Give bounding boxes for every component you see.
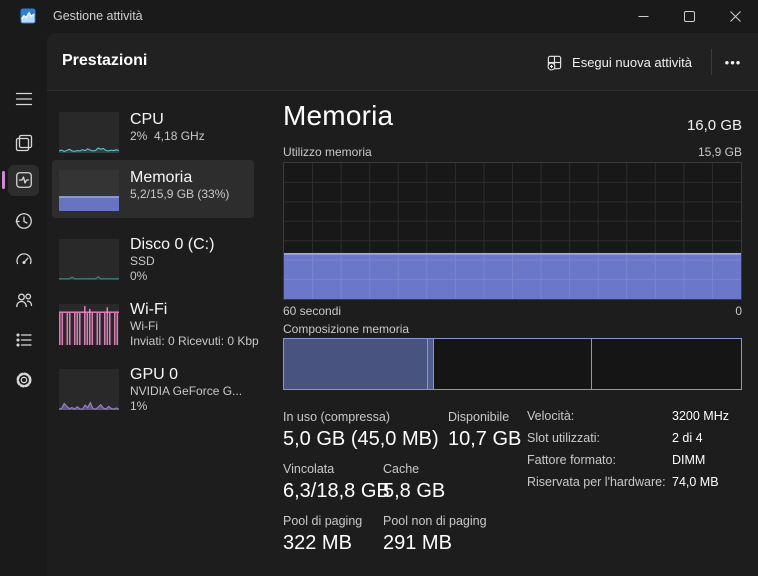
settings-gear-icon[interactable]: [0, 570, 47, 576]
memory-composition-segment-modificata: [426, 339, 433, 389]
memory-composition-segment-in-uso: [284, 339, 427, 389]
window-title: Gestione attività: [53, 9, 143, 23]
task-manager-app-icon: [20, 8, 36, 24]
usage-chart-scale-max: 15,9 GB: [697, 145, 742, 159]
memory-title: Memoria: [283, 100, 394, 131]
stat-available: Disponibile 10,7 GB: [448, 410, 522, 450]
memory-usage-graph: [283, 162, 742, 300]
stat-cached: Cache 5,8 GB: [383, 462, 446, 502]
perf-item-memory[interactable]: Memoria 5,2/15,9 GB (33%): [52, 160, 254, 218]
stat-in-use: In uso (compressa) 5,0 GB (45,0 MB): [283, 410, 439, 450]
selected-accent-pill: [2, 171, 5, 189]
memory-total-capacity: 16,0 GB: [686, 117, 742, 134]
maximize-button[interactable]: [666, 0, 712, 33]
perf-item-subtitle: SSD: [130, 254, 155, 268]
perf-item-subtitle: NVIDIA GeForce G...: [130, 384, 243, 398]
processes-icon[interactable]: [0, 125, 47, 161]
perf-item-subtitle: Wi-Fi: [130, 319, 158, 333]
minimize-button[interactable]: [620, 0, 666, 33]
gpu-sparkline: [59, 369, 119, 410]
hamburger-menu-icon[interactable]: [0, 81, 47, 117]
services-icon[interactable]: [0, 362, 47, 398]
memory-composition-label: Composizione memoria: [283, 322, 410, 336]
run-new-task-button[interactable]: Esegui nuova attività: [538, 47, 700, 77]
usage-chart-label: Utilizzo memoria: [283, 145, 372, 159]
details-icon[interactable]: [0, 322, 47, 358]
perf-item-subtitle2: Inviati: 0 Ricevuti: 0 Kbp: [130, 334, 259, 348]
memory-composition-segment-standby: [432, 339, 591, 389]
app-history-icon[interactable]: [0, 203, 47, 239]
detail-form-factor: Fattore formato: DIMM: [527, 453, 706, 467]
stat-non-paged-pool: Pool non di paging 291 MB: [383, 514, 487, 554]
x-axis-right-label: 0: [735, 304, 742, 318]
perf-item-gpu[interactable]: GPU 0 NVIDIA GeForce G... 1%: [52, 362, 254, 424]
page-header: Prestazioni Esegui nuova attività •••: [47, 33, 758, 91]
memory-sparkline: [59, 170, 119, 211]
detail-speed: Velocità: 3200 MHz: [527, 409, 729, 423]
memory-composition-segment-libera: [591, 339, 741, 389]
cpu-sparkline: [59, 112, 119, 153]
run-new-task-label: Esegui nuova attività: [572, 54, 692, 70]
perf-item-subtitle2: 0%: [130, 269, 148, 283]
x-axis-left-label: 60 secondi: [283, 304, 342, 318]
perf-item-disk[interactable]: Disco 0 (C:) SSD 0%: [52, 225, 254, 288]
performance-icon-selected[interactable]: [0, 162, 47, 198]
performance-sidebar-list: CPU 2% 4,18 GHz Memoria 5,2/15,9 GB (33%…: [52, 101, 274, 424]
new-task-icon: [547, 55, 562, 70]
startup-apps-icon[interactable]: [0, 242, 47, 278]
perf-item-cpu[interactable]: CPU 2% 4,18 GHz: [52, 101, 254, 160]
perf-item-title: Wi-Fi: [130, 301, 168, 318]
perf-item-title: Memoria: [130, 169, 193, 186]
perf-item-subtitle2: 1%: [130, 399, 148, 413]
memory-composition-bar: [283, 338, 742, 390]
disk-sparkline: [59, 239, 119, 280]
perf-item-title: Disco 0 (C:): [130, 236, 215, 253]
stat-paged-pool: Pool di paging 322 MB: [283, 514, 363, 554]
header-divider: [711, 49, 712, 75]
detail-hardware-reserved: Riservata per l'hardware: 74,0 MB: [527, 475, 719, 489]
memory-detail-panel: Memoria 16,0 GB Utilizzo memoria 15,9 GB…: [283, 0, 742, 576]
titlebar: Gestione attività: [0, 0, 758, 33]
wifi-sparkline: [59, 304, 119, 345]
close-button[interactable]: [712, 0, 758, 33]
perf-item-wifi[interactable]: Wi-Fi Wi-Fi Inviati: 0 Ricevuti: 0 Kbp: [52, 294, 259, 355]
perf-item-subtitle: 2% 4,18 GHz: [130, 129, 205, 143]
page-title: Prestazioni: [62, 52, 148, 69]
perf-item-title: CPU: [130, 111, 164, 128]
nav-rail: [0, 33, 47, 576]
stat-committed: Vincolata 6,3/18,8 GB: [283, 462, 390, 502]
perf-item-subtitle: 5,2/15,9 GB (33%): [130, 187, 230, 201]
more-options-button[interactable]: •••: [724, 54, 742, 70]
content-panel: Prestazioni Esegui nuova attività ••• CP…: [47, 33, 758, 576]
detail-slots-used: Slot utilizzati: 2 di 4: [527, 431, 703, 445]
perf-item-title: GPU 0: [130, 366, 179, 383]
users-icon[interactable]: [0, 282, 47, 318]
